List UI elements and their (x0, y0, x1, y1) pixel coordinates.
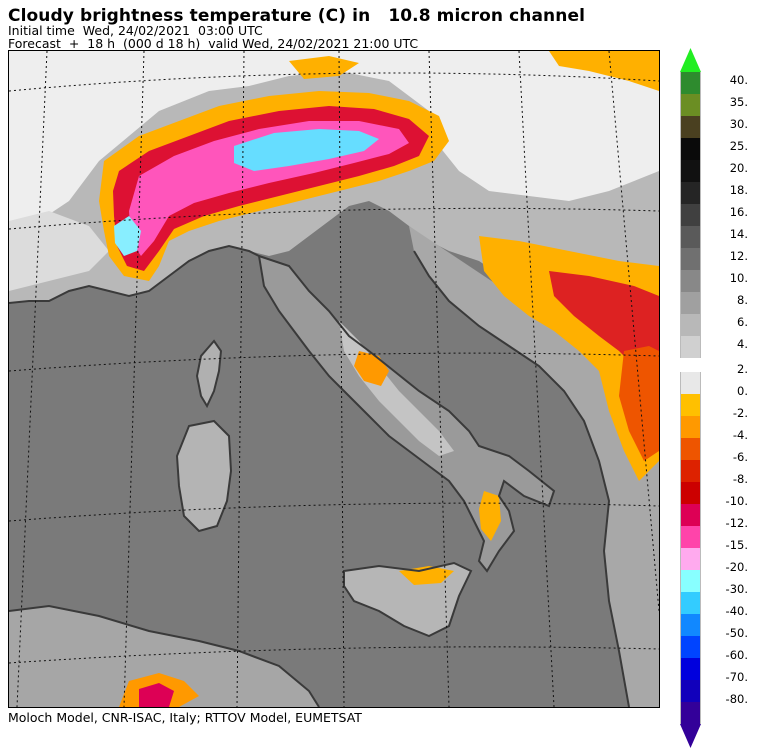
legend-label: 2. (737, 362, 748, 376)
legend-label: 25. (729, 139, 748, 153)
cold-cloud-cyan-west (114, 216, 141, 256)
legend-swatch (680, 138, 701, 160)
legend-label: -4. (732, 428, 748, 442)
island-sardinia (177, 421, 231, 531)
legend-swatch (680, 526, 701, 548)
legend-label: 35. (729, 95, 748, 109)
balkan-cloud-orange-south (619, 346, 659, 461)
cloud-deck-north (9, 51, 659, 226)
cloud-patch-north-top (289, 56, 359, 79)
legend-swatch (680, 548, 701, 570)
legend-arrow-down-icon (680, 724, 701, 748)
legend-arrow-up-icon (680, 48, 701, 72)
legend-label: -2. (732, 406, 748, 420)
legend-label: 8. (737, 293, 748, 307)
legend-swatch (680, 226, 701, 248)
legend-swatch (680, 248, 701, 270)
island-corsica (197, 341, 221, 406)
legend-swatch (680, 204, 701, 226)
legend-label: -6. (732, 450, 748, 464)
legend-label: 30. (729, 117, 748, 131)
legend-label: -20. (725, 560, 748, 574)
legend-label: 16. (729, 205, 748, 219)
legend-label: -40. (725, 604, 748, 618)
legend-swatch (680, 416, 701, 438)
legend-swatch (680, 336, 701, 358)
legend-swatch (680, 182, 701, 204)
legend-label: 0. (737, 384, 748, 398)
legend-swatch (680, 314, 701, 336)
coastlines (9, 244, 630, 707)
legend-swatch (680, 292, 701, 314)
legend-swatch (680, 636, 701, 658)
chart-title: Cloudy brightness temperature (C) in 10.… (8, 6, 586, 26)
legend-label: 4. (737, 337, 748, 351)
initial-time-line: Initial time Wed, 24/02/2021 03:00 UTC (8, 23, 263, 38)
cloud-patch-northeast (549, 51, 659, 91)
map-svg (9, 51, 659, 707)
legend-swatch (680, 460, 701, 482)
legend-label: -15. (725, 538, 748, 552)
legend-swatch (680, 438, 701, 460)
footer-credit: Moloch Model, CNR-ISAC, Italy; RTTOV Mod… (8, 710, 362, 725)
legend-swatch (680, 160, 701, 182)
land-north-africa (9, 606, 319, 707)
legend-swatch (680, 614, 701, 636)
legend-label: 18. (729, 183, 748, 197)
legend-label: -30. (725, 582, 748, 596)
legend-label: 14. (729, 227, 748, 241)
legend-swatch (680, 680, 701, 702)
color-legend: 40. 35. 30. 25. 20. 18. 16. 14. 12. 10. 8. 6. 4. 2. 0.… (678, 48, 760, 748)
legend-label: -12. (725, 516, 748, 530)
graticule (9, 51, 659, 707)
legend-label: -50. (725, 626, 748, 640)
legend-label: -80. (725, 692, 748, 706)
legend-swatch (680, 482, 701, 504)
land-balkans (409, 226, 659, 707)
legend-swatch (680, 270, 701, 292)
legend-swatch (680, 504, 701, 526)
legend-label: 20. (729, 161, 748, 175)
legend-label: 10. (729, 271, 748, 285)
legend-swatch (680, 658, 701, 680)
legend-swatch (680, 570, 701, 592)
legend-label: 12. (729, 249, 748, 263)
legend-swatch (680, 94, 701, 116)
legend-label: 6. (737, 315, 748, 329)
satellite-map (8, 50, 660, 708)
legend-swatch (680, 372, 701, 394)
legend-swatch (680, 394, 701, 416)
legend-label: -10. (725, 494, 748, 508)
cloud-deck-west (9, 211, 109, 291)
legend-label: -70. (725, 670, 748, 684)
legend-swatch (680, 72, 701, 94)
legend-swatch (680, 702, 701, 724)
legend-label: -8. (732, 472, 748, 486)
legend-label: 40. (729, 73, 748, 87)
cloud-patch-africa-core (139, 683, 174, 707)
legend-label: -60. (725, 648, 748, 662)
forecast-valid-line: Forecast + 18 h (000 d 18 h) valid Wed, … (8, 36, 419, 51)
cold-cloud-cyan (234, 129, 379, 171)
legend-swatch (680, 592, 701, 614)
legend-swatch (680, 116, 701, 138)
